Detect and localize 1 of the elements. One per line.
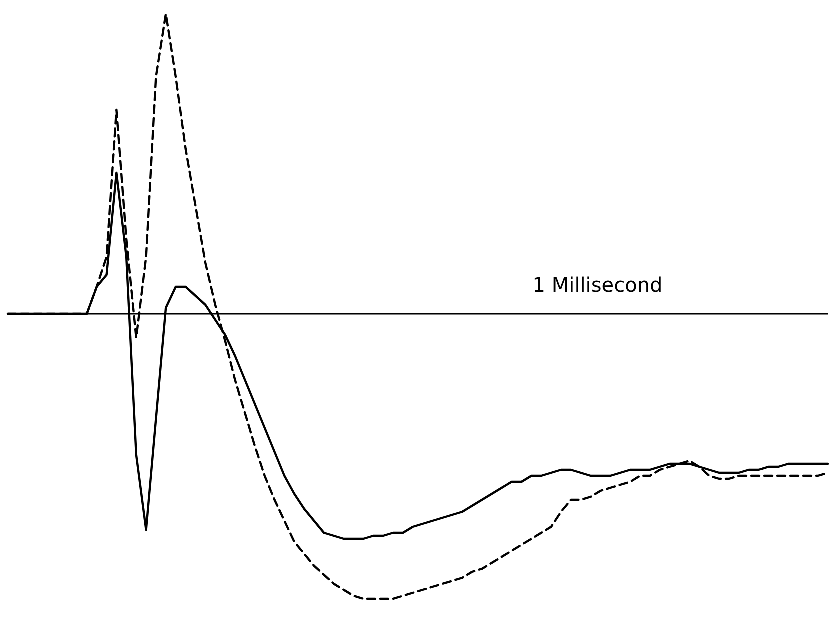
annotation: 1 Millisecond — [532, 273, 663, 297]
